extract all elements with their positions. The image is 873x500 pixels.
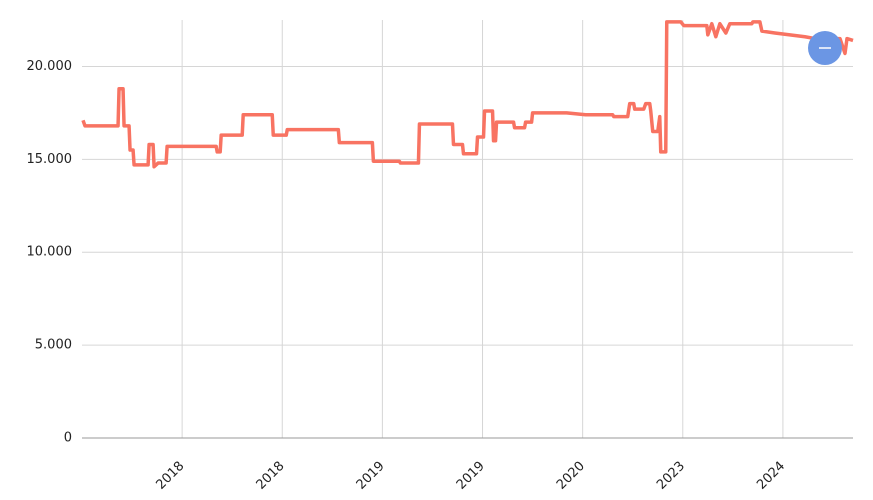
data-line — [81, 20, 854, 169]
x-tick-label: 2023 — [654, 459, 688, 493]
y-tick-label: 15.000 — [27, 152, 73, 167]
zoom-out-button[interactable] — [808, 31, 842, 65]
x-tick-label: 2018 — [254, 459, 288, 493]
x-tick-label: 2020 — [554, 459, 588, 493]
y-tick-label: 10.000 — [27, 245, 73, 260]
x-tick-label: 2024 — [754, 459, 788, 493]
y-tick-label: 5.000 — [35, 338, 72, 353]
y-tick-label: 0 — [64, 431, 72, 446]
plot-area: 0 5.000 10.000 15.000 20.000 2018 2018 2019 2019… — [27, 20, 854, 493]
x-tick-label: 2019 — [454, 459, 488, 493]
y-tick-label: 20.000 — [27, 59, 73, 74]
x-tick-label: 2018 — [153, 459, 187, 493]
x-tick-label: 2019 — [354, 459, 388, 493]
